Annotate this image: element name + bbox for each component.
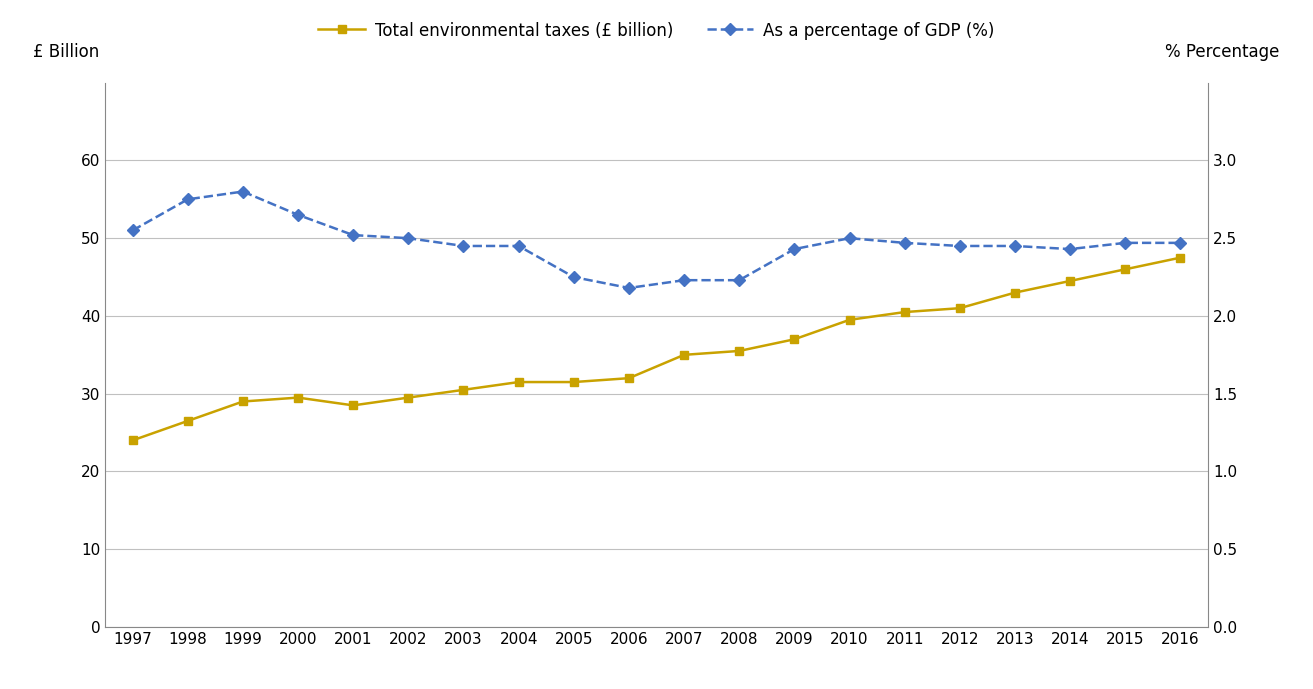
Total environmental taxes (£ billion)	[125, 436, 140, 444]
As a percentage of GDP (%)	[180, 195, 196, 203]
Total environmental taxes (£ billion)	[1117, 265, 1133, 274]
Total environmental taxes (£ billion)	[786, 335, 802, 343]
Total environmental taxes (£ billion)	[511, 378, 527, 386]
As a percentage of GDP (%)	[235, 187, 251, 196]
Legend: Total environmental taxes (£ billion), As a percentage of GDP (%): Total environmental taxes (£ billion), A…	[311, 15, 1002, 47]
Total environmental taxes (£ billion)	[1062, 277, 1078, 285]
As a percentage of GDP (%)	[125, 226, 140, 234]
As a percentage of GDP (%)	[621, 284, 637, 292]
Total environmental taxes (£ billion)	[842, 316, 857, 324]
Total environmental taxes (£ billion)	[456, 386, 471, 394]
Total environmental taxes (£ billion)	[676, 351, 692, 359]
Total environmental taxes (£ billion)	[731, 347, 747, 355]
Total environmental taxes (£ billion)	[235, 398, 251, 406]
As a percentage of GDP (%)	[1173, 238, 1188, 247]
As a percentage of GDP (%)	[400, 234, 416, 243]
As a percentage of GDP (%)	[952, 242, 968, 250]
Line: As a percentage of GDP (%): As a percentage of GDP (%)	[129, 187, 1184, 292]
As a percentage of GDP (%)	[842, 234, 857, 243]
Line: Total environmental taxes (£ billion): Total environmental taxes (£ billion)	[129, 254, 1184, 444]
Total environmental taxes (£ billion)	[1007, 289, 1023, 297]
As a percentage of GDP (%)	[897, 238, 913, 247]
Total environmental taxes (£ billion)	[566, 378, 582, 386]
As a percentage of GDP (%)	[456, 242, 471, 250]
Total environmental taxes (£ billion)	[897, 308, 913, 316]
As a percentage of GDP (%)	[786, 245, 802, 254]
Total environmental taxes (£ billion)	[1173, 254, 1188, 262]
Text: % Percentage: % Percentage	[1165, 43, 1280, 61]
Total environmental taxes (£ billion)	[952, 304, 968, 312]
Total environmental taxes (£ billion)	[400, 393, 416, 402]
As a percentage of GDP (%)	[290, 211, 306, 219]
As a percentage of GDP (%)	[676, 276, 692, 285]
Total environmental taxes (£ billion)	[345, 401, 361, 409]
As a percentage of GDP (%)	[511, 242, 527, 250]
As a percentage of GDP (%)	[566, 273, 582, 281]
As a percentage of GDP (%)	[1062, 245, 1078, 254]
As a percentage of GDP (%)	[1007, 242, 1023, 250]
Total environmental taxes (£ billion)	[621, 374, 637, 382]
As a percentage of GDP (%)	[345, 231, 361, 239]
As a percentage of GDP (%)	[731, 276, 747, 285]
As a percentage of GDP (%)	[1117, 238, 1133, 247]
Total environmental taxes (£ billion)	[180, 417, 196, 425]
Total environmental taxes (£ billion)	[290, 393, 306, 402]
Text: £ Billion: £ Billion	[33, 43, 100, 61]
